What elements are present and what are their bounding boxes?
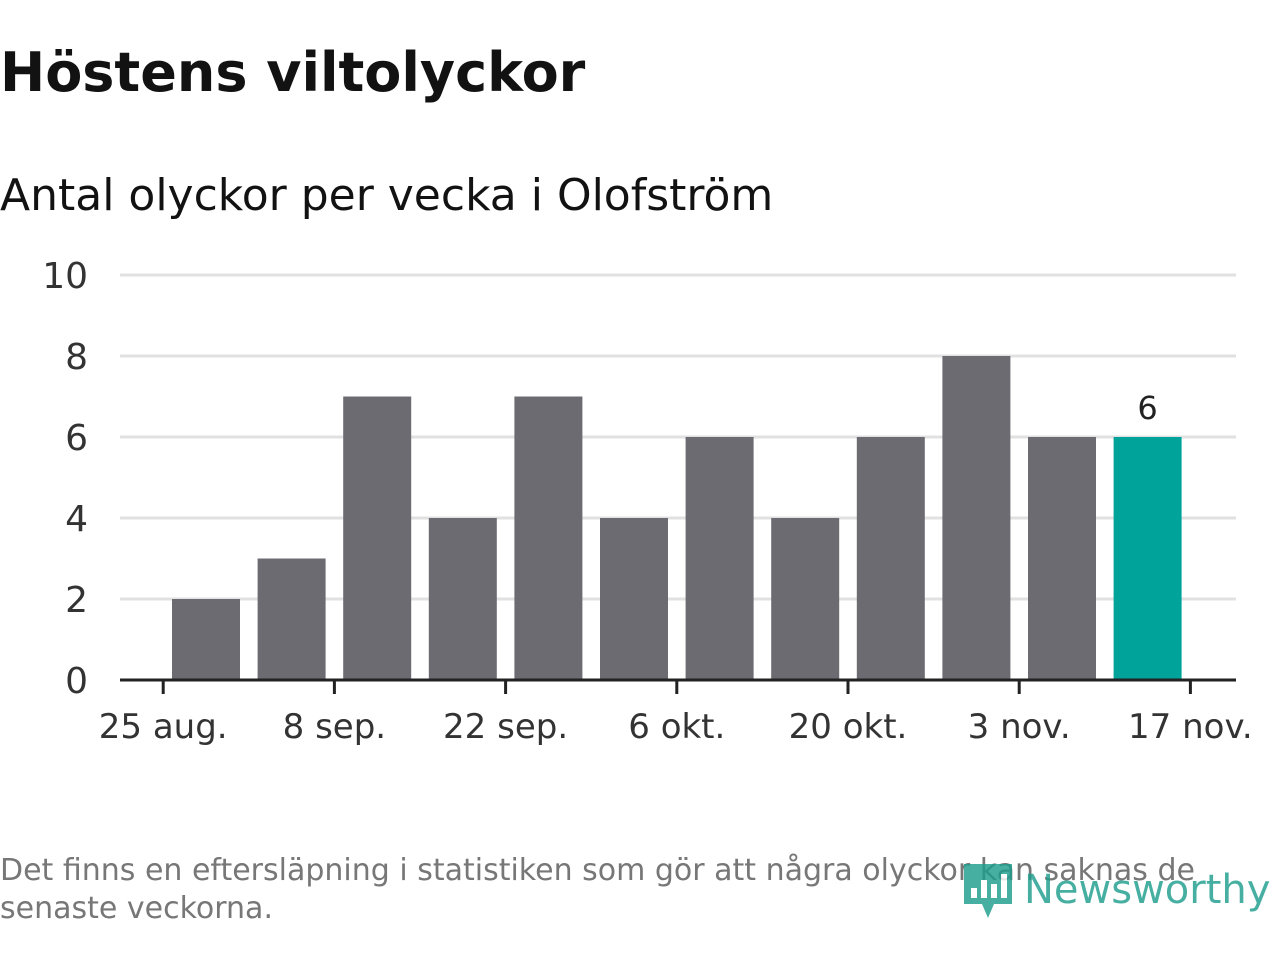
- x-tick-label: 8 sep.: [283, 707, 386, 747]
- bar-highlighted: [1113, 437, 1182, 680]
- chart-title: Höstens viltolyckor: [0, 41, 586, 104]
- bar: [428, 518, 497, 680]
- y-tick-label: 10: [42, 256, 88, 297]
- x-tick-label: 20 okt.: [789, 707, 908, 747]
- label-layer: 0 2 4 6 8 10 6 25 aug. 8 sep. 22 sep. 6 okt. 20 okt…: [42, 256, 1253, 747]
- bar: [942, 356, 1011, 680]
- x-tick-label: 6 okt.: [628, 707, 725, 747]
- bar: [1028, 437, 1096, 680]
- y-tick-label: 0: [65, 661, 88, 702]
- bar: [343, 396, 412, 680]
- newsworthy-logo: Newsworthy: [962, 858, 1270, 922]
- bar: [771, 518, 840, 680]
- x-tick-label: 17 nov.: [1128, 707, 1253, 747]
- bars-layer: [172, 356, 1182, 680]
- chart-subtitle: Antal olyckor per vecka i Olofström: [0, 170, 774, 221]
- x-tick-label: 3 nov.: [968, 707, 1071, 747]
- newsworthy-chart-icon: [964, 864, 1012, 918]
- bar: [600, 518, 668, 680]
- bar: [856, 437, 925, 680]
- y-tick-label: 4: [65, 499, 88, 540]
- bar: [257, 558, 326, 680]
- bar: [685, 437, 754, 680]
- bar: [514, 396, 583, 680]
- y-tick-label: 8: [65, 337, 88, 378]
- y-tick-label: 2: [65, 580, 88, 621]
- bar-value-label: 6: [1137, 389, 1157, 427]
- axis-layer: [120, 678, 1236, 694]
- x-tick-label: 25 aug.: [99, 707, 228, 747]
- bar: [172, 599, 240, 680]
- logo-text: Newsworthy: [1024, 867, 1271, 913]
- bar-chart: 0 2 4 6 8 10 6 25 aug. 8 sep. 22 sep. 6 okt. 20 okt…: [42, 256, 1253, 747]
- x-tick-label: 22 sep.: [443, 707, 568, 747]
- y-tick-label: 6: [65, 418, 88, 459]
